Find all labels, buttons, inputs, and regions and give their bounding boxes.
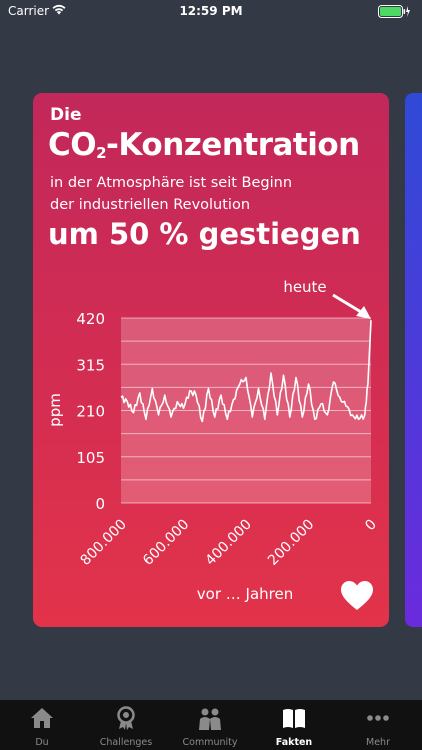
x-tick-label: 600.000 [140, 517, 192, 569]
card-text-line-2: der industriellen Revolution [50, 197, 251, 213]
x-tick-label: 200.000 [265, 517, 317, 569]
people-icon [199, 708, 221, 730]
next-fact-card[interactable] [405, 93, 422, 627]
y-tick-label: 105 [76, 449, 105, 467]
status-bar: Carrier 12:59 PM [0, 0, 422, 24]
y-tick-label: 315 [76, 356, 105, 374]
series-line [120, 320, 372, 423]
x-tick-label: 400.000 [203, 517, 255, 569]
y-axis-label: ppm [46, 393, 64, 427]
wifi-icon [52, 4, 66, 15]
card-text-line-1: in der Atmosphäre ist seit Beginn [50, 175, 293, 191]
tab-label: Mehr [366, 737, 390, 748]
tab-community[interactable]: Community [168, 700, 252, 750]
tab-bar: Du Challenges Community Fakten Mehr [0, 700, 422, 750]
more-icon [367, 715, 389, 721]
y-tick-label: 420 [76, 310, 105, 328]
tab-label: Du [35, 737, 49, 748]
y-tick-label: 210 [76, 403, 105, 421]
x-tick-label: 0 [362, 517, 380, 535]
y-tick-label: 0 [95, 495, 105, 513]
annotation-arrowhead [356, 306, 371, 319]
book-icon [283, 709, 305, 728]
co2-chart: 420 315 210 105 0 800.000 600.000 400.000 200.0… [46, 278, 380, 603]
tab-fakten[interactable]: Fakten [252, 700, 336, 750]
annotation-label: heute [283, 278, 326, 296]
tab-label: Challenges [99, 737, 153, 748]
tab-label: Fakten [275, 737, 313, 748]
x-tick-label: 800.000 [78, 517, 130, 569]
medal-icon [117, 706, 135, 730]
card-co2-title: CO2-Konzentration [48, 127, 360, 163]
tab-du[interactable]: Du [0, 700, 84, 750]
tab-label: Community [182, 737, 238, 748]
status-time: 12:59 PM [179, 4, 243, 18]
home-icon [31, 708, 53, 728]
carrier-label: Carrier [8, 4, 50, 18]
card-text-die: Die [50, 105, 82, 125]
tab-mehr[interactable]: Mehr [336, 700, 420, 750]
fact-card[interactable]: Die CO2-Konzentration in der Atmosphäre … [33, 93, 389, 627]
tab-challenges[interactable]: Challenges [84, 700, 168, 750]
battery-charging-icon [378, 5, 410, 18]
heart-icon[interactable] [341, 581, 373, 611]
card-headline: um 50 % gestiegen [48, 217, 361, 251]
x-axis-label: vor … Jahren [197, 585, 293, 603]
